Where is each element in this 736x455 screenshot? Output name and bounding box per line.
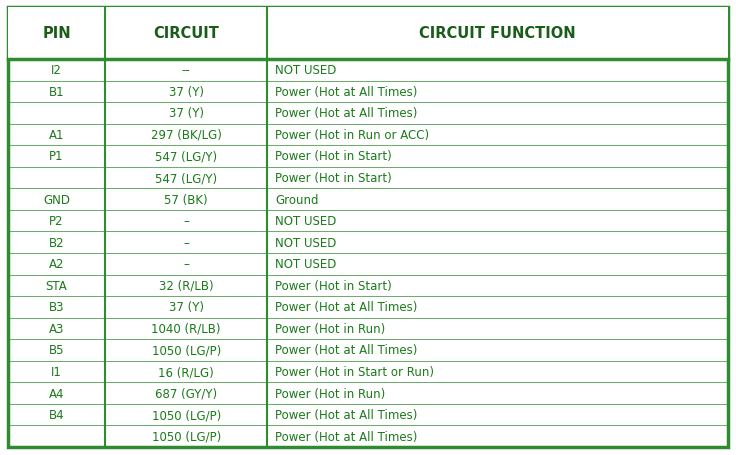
Text: P2: P2 (49, 215, 64, 228)
Text: Power (Hot at All Times): Power (Hot at All Times) (275, 86, 417, 99)
Text: NOT USED: NOT USED (275, 64, 336, 77)
Text: Power (Hot in Run or ACC): Power (Hot in Run or ACC) (275, 129, 429, 142)
Text: B2: B2 (49, 236, 65, 249)
Text: --: -- (182, 64, 191, 77)
Text: Power (Hot at All Times): Power (Hot at All Times) (275, 344, 417, 357)
Text: B4: B4 (49, 408, 65, 421)
Text: 32 (R/LB): 32 (R/LB) (159, 279, 213, 292)
Text: 37 (Y): 37 (Y) (169, 107, 204, 120)
Text: Power (Hot in Run): Power (Hot in Run) (275, 387, 386, 400)
Text: –: – (183, 236, 189, 249)
Text: NOT USED: NOT USED (275, 236, 336, 249)
Text: 57 (BK): 57 (BK) (164, 193, 208, 206)
Text: A4: A4 (49, 387, 64, 400)
Text: 297 (BK/LG): 297 (BK/LG) (151, 129, 222, 142)
Text: Power (Hot at All Times): Power (Hot at All Times) (275, 301, 417, 313)
Text: 1040 (R/LB): 1040 (R/LB) (152, 322, 221, 335)
Text: Power (Hot in Start): Power (Hot in Start) (275, 150, 392, 163)
Text: A2: A2 (49, 258, 64, 271)
Text: CIRCUIT FUNCTION: CIRCUIT FUNCTION (420, 26, 576, 41)
Text: 37 (Y): 37 (Y) (169, 86, 204, 99)
Text: CIRCUIT: CIRCUIT (153, 26, 219, 41)
Text: A1: A1 (49, 129, 64, 142)
Text: 1050 (LG/P): 1050 (LG/P) (152, 430, 221, 443)
Text: P1: P1 (49, 150, 64, 163)
Text: Power (Hot in Start): Power (Hot in Start) (275, 172, 392, 185)
Text: B3: B3 (49, 301, 64, 313)
Bar (8, 8, 728, 60)
Text: Ground: Ground (275, 193, 319, 206)
Text: –: – (183, 258, 189, 271)
Text: NOT USED: NOT USED (275, 215, 336, 228)
Text: Power (Hot at All Times): Power (Hot at All Times) (275, 408, 417, 421)
Text: GND: GND (43, 193, 70, 206)
Text: Power (Hot at All Times): Power (Hot at All Times) (275, 430, 417, 443)
Text: I2: I2 (52, 64, 62, 77)
Text: NOT USED: NOT USED (275, 258, 336, 271)
Text: 37 (Y): 37 (Y) (169, 301, 204, 313)
Text: B1: B1 (49, 86, 65, 99)
Text: Power (Hot in Start): Power (Hot in Start) (275, 279, 392, 292)
Text: B5: B5 (49, 344, 64, 357)
Text: 16 (R/LG): 16 (R/LG) (158, 365, 214, 378)
Text: A3: A3 (49, 322, 64, 335)
Text: Power (Hot in Run): Power (Hot in Run) (275, 322, 386, 335)
Text: –: – (183, 215, 189, 228)
Text: I1: I1 (52, 365, 62, 378)
Text: 687 (GY/Y): 687 (GY/Y) (155, 387, 217, 400)
Text: Power (Hot in Start or Run): Power (Hot in Start or Run) (275, 365, 434, 378)
Text: PIN: PIN (42, 26, 71, 41)
Text: Power (Hot at All Times): Power (Hot at All Times) (275, 107, 417, 120)
Text: 1050 (LG/P): 1050 (LG/P) (152, 408, 221, 421)
Text: 547 (LG/Y): 547 (LG/Y) (155, 150, 217, 163)
Text: 1050 (LG/P): 1050 (LG/P) (152, 344, 221, 357)
Text: STA: STA (46, 279, 68, 292)
Text: 547 (LG/Y): 547 (LG/Y) (155, 172, 217, 185)
